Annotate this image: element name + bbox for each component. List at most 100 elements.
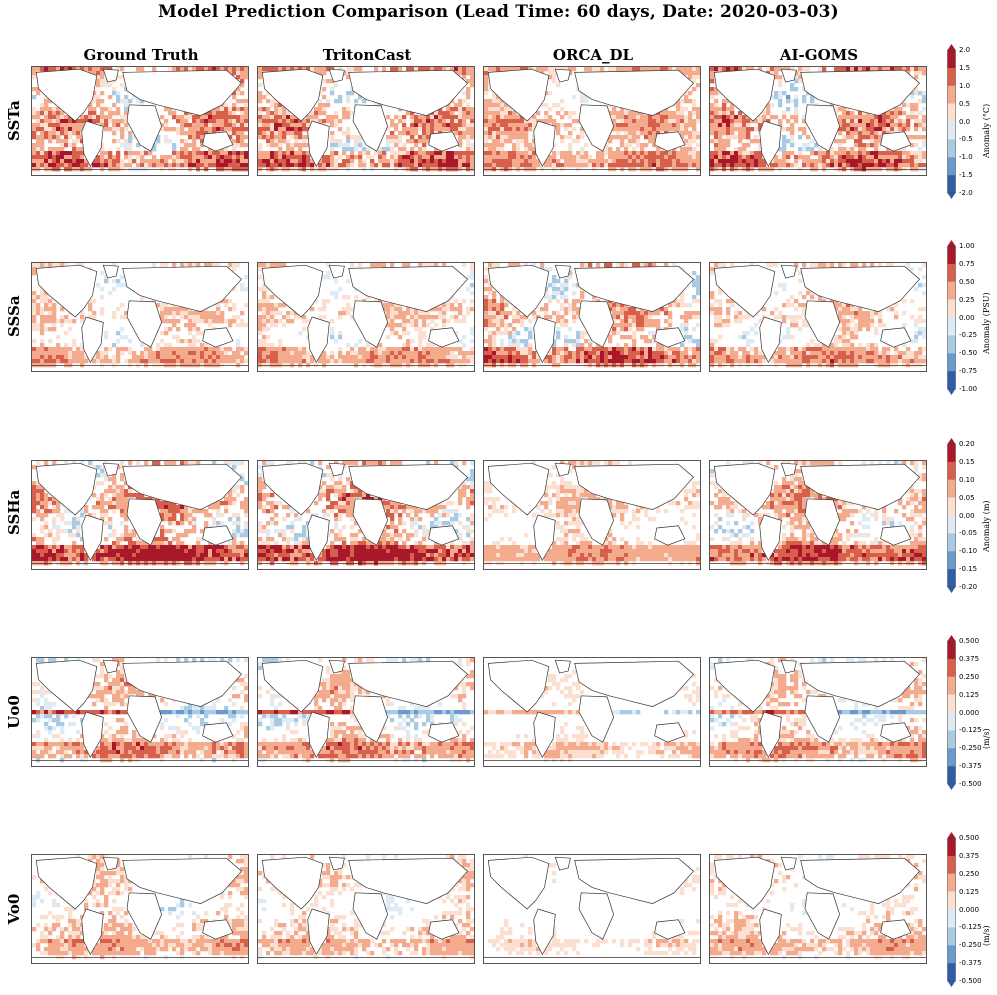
anomaly-cell <box>810 339 815 344</box>
anomaly-cell <box>862 123 867 128</box>
anomaly-cell <box>204 167 209 172</box>
anomaly-cell <box>164 461 169 466</box>
anomaly-cell <box>100 307 105 312</box>
anomaly-cell <box>684 123 689 128</box>
anomaly-cell <box>382 303 387 308</box>
anomaly-cell <box>128 163 133 168</box>
anomaly-cell <box>696 355 700 360</box>
anomaly-cell <box>80 115 85 120</box>
anomaly-cell <box>770 67 775 72</box>
anomaly-cell <box>664 155 669 160</box>
anomaly-cell <box>754 163 759 168</box>
anomaly-cell <box>918 67 923 72</box>
anomaly-cell <box>516 263 521 268</box>
anomaly-cell <box>56 167 61 172</box>
anomaly-cell <box>894 155 899 160</box>
anomaly-cell <box>608 347 613 352</box>
anomaly-cell <box>806 159 811 164</box>
anomaly-cell <box>858 359 863 364</box>
anomaly-cell <box>778 67 783 72</box>
anomaly-cell <box>44 319 49 324</box>
anomaly-cell <box>560 67 565 72</box>
anomaly-cell <box>620 167 625 172</box>
anomaly-cell <box>500 99 505 104</box>
anomaly-cell <box>846 163 851 168</box>
anomaly-cell <box>172 363 177 368</box>
anomaly-cell <box>358 159 363 164</box>
anomaly-cell <box>196 67 201 72</box>
anomaly-cell <box>394 347 399 352</box>
anomaly-cell <box>802 163 807 168</box>
anomaly-cell <box>232 67 237 72</box>
anomaly-cell <box>152 159 157 164</box>
anomaly-cell <box>556 347 561 352</box>
anomaly-cell <box>322 103 327 108</box>
anomaly-cell <box>810 147 815 152</box>
coastline <box>578 300 614 348</box>
anomaly-cell <box>894 127 899 132</box>
anomaly-cell <box>418 151 423 156</box>
anomaly-cell <box>532 143 537 148</box>
anomaly-cell <box>358 151 363 156</box>
anomaly-cell <box>770 159 775 164</box>
anomaly-cell <box>862 323 867 328</box>
anomaly-cell <box>48 111 53 116</box>
anomaly-cell <box>806 359 811 364</box>
anomaly-cell <box>862 163 867 168</box>
anomaly-cell <box>216 127 221 132</box>
anomaly-cell <box>208 147 213 152</box>
anomaly-cell <box>774 263 779 268</box>
anomaly-cell <box>652 163 657 168</box>
anomaly-cell <box>338 335 343 340</box>
anomaly-cell <box>906 163 911 168</box>
anomaly-cell <box>278 67 283 72</box>
anomaly-cell <box>580 159 585 164</box>
anomaly-cell <box>802 67 807 72</box>
anomaly-cell <box>44 167 49 172</box>
anomaly-cell <box>282 315 287 320</box>
anomaly-cell <box>390 303 395 308</box>
anomaly-cell <box>854 163 859 168</box>
anomaly-cell <box>862 263 867 268</box>
anomaly-cell <box>688 143 693 148</box>
anomaly-cell <box>188 159 193 164</box>
anomaly-cell <box>664 123 669 128</box>
anomaly-cell <box>572 359 577 364</box>
anomaly-cell <box>564 127 569 132</box>
anomaly-cell <box>870 315 875 320</box>
anomaly-cell <box>32 347 37 352</box>
anomaly-cell <box>354 343 359 348</box>
anomaly-cell <box>458 303 463 308</box>
anomaly-cell <box>470 147 474 152</box>
anomaly-cell <box>386 363 391 368</box>
anomaly-cell <box>112 363 117 368</box>
anomaly-cell <box>774 155 779 160</box>
anomaly-cell <box>710 119 715 124</box>
anomaly-cell <box>80 67 85 72</box>
anomaly-cell <box>334 139 339 144</box>
anomaly-cell <box>48 67 53 72</box>
anomaly-cell <box>266 91 271 96</box>
anomaly-cell <box>196 115 201 120</box>
anomaly-cell <box>160 319 165 324</box>
anomaly-cell <box>818 347 823 352</box>
anomaly-cell <box>552 155 557 160</box>
anomaly-cell <box>104 151 109 156</box>
anomaly-cell <box>882 351 887 356</box>
anomaly-cell <box>786 95 791 100</box>
anomaly-cell <box>684 167 689 172</box>
anomaly-cell <box>620 111 625 116</box>
anomaly-cell <box>914 323 919 328</box>
anomaly-cell <box>890 167 895 172</box>
anomaly-cell <box>636 307 641 312</box>
anomaly-cell <box>470 75 474 80</box>
column-title-tritoncast: TritonCast <box>322 46 412 64</box>
anomaly-cell <box>616 123 621 128</box>
anomaly-cell <box>318 103 323 108</box>
anomaly-cell <box>32 299 37 304</box>
anomaly-cell <box>270 343 275 348</box>
anomaly-cell <box>100 351 105 356</box>
anomaly-cell <box>236 323 241 328</box>
anomaly-cell <box>778 147 783 152</box>
anomaly-cell <box>520 131 525 136</box>
